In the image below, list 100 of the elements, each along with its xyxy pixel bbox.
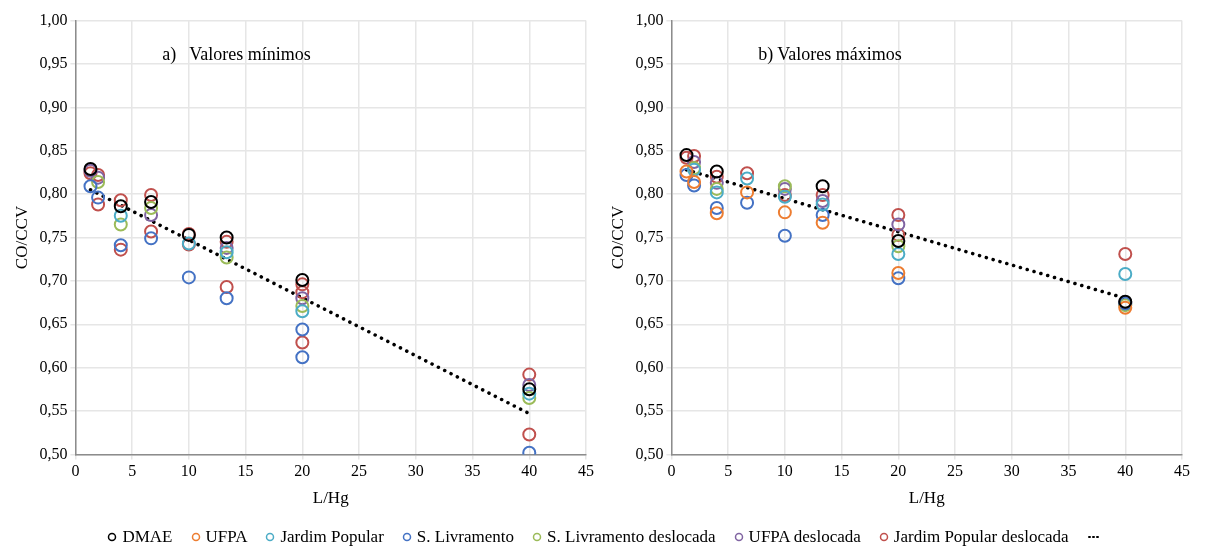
point: [295, 277, 310, 292]
point: [891, 233, 906, 248]
point: [91, 190, 106, 205]
x-tick-label: 15: [833, 462, 850, 480]
y-tick-label: 0,80: [635, 184, 664, 202]
point: [891, 239, 906, 254]
point: [687, 148, 702, 163]
point: [113, 217, 128, 232]
point: [709, 185, 724, 200]
point: [113, 242, 128, 257]
point: [709, 175, 724, 190]
point: [522, 427, 537, 442]
point: [144, 194, 159, 209]
point: [522, 391, 537, 406]
point: [113, 199, 128, 214]
point: [295, 285, 310, 300]
y-tick-label: 0,50: [39, 444, 68, 462]
x-axis-title: L/Hg: [312, 488, 350, 508]
y-tick-label: 0,95: [635, 54, 664, 72]
point: [815, 215, 830, 230]
point: [709, 164, 724, 179]
point: [709, 206, 724, 221]
point: [709, 169, 724, 184]
point: [522, 367, 537, 382]
point: [113, 193, 128, 208]
y-tick-label: 0,70: [39, 271, 68, 289]
legend-label: DMAE: [122, 527, 173, 547]
point: [522, 382, 537, 397]
point: [891, 227, 906, 242]
y-axis-title: CO/CCV: [607, 205, 627, 270]
y-tick-label: 0,60: [39, 357, 68, 375]
point: [891, 266, 906, 281]
point: [144, 187, 159, 202]
point: [295, 335, 310, 350]
y-tick-label: 0,65: [39, 314, 68, 332]
point: [679, 168, 694, 183]
legend-label: UFPA: [205, 527, 248, 547]
legend-label: S. Livramento: [416, 527, 515, 547]
y-tick-label: 0,90: [635, 97, 664, 115]
x-tick-label: 0: [667, 462, 676, 480]
point: [740, 195, 755, 210]
y-tick-label: 0,50: [635, 444, 664, 462]
point: [219, 291, 234, 306]
x-tick-label: 0: [71, 462, 80, 480]
x-tick-label: 25: [947, 462, 964, 480]
point: [777, 205, 792, 220]
point: [295, 299, 310, 314]
point: [144, 201, 159, 215]
point: [219, 279, 234, 294]
point: [144, 231, 159, 246]
x-tick-label: 40: [1117, 462, 1134, 480]
text: b) Valores máximos: [758, 44, 902, 66]
point: [219, 240, 234, 255]
point: [687, 174, 702, 189]
x-tick-label: 30: [407, 462, 424, 480]
legend-label: UFPA deslocada: [748, 527, 861, 547]
x-tick-label: 5: [128, 462, 137, 480]
x-tick-label: 25: [351, 462, 368, 480]
point: [687, 155, 702, 170]
point: [709, 201, 724, 215]
point: [740, 171, 755, 186]
y-tick-label: 0,75: [635, 227, 664, 245]
point: [679, 164, 694, 179]
point: [740, 166, 755, 181]
y-tick-label: 0,90: [39, 97, 68, 115]
point: [295, 304, 310, 319]
point: [181, 270, 196, 285]
x-tick-label: 30: [1003, 462, 1020, 480]
x-tick-label: 40: [521, 462, 538, 480]
x-tick-label: 20: [294, 462, 311, 480]
x-axis-title: L/Hg: [908, 488, 946, 508]
y-tick-label: 0,55: [635, 401, 664, 419]
point: [295, 273, 310, 288]
y-tick-label: 1,00: [39, 10, 68, 28]
point: [219, 234, 234, 249]
legend-label: Jardim Popular: [280, 527, 384, 547]
point: [891, 207, 906, 222]
point: [113, 208, 128, 223]
point: [815, 207, 830, 222]
point: [113, 238, 128, 253]
y-tick-label: 0,85: [635, 140, 664, 158]
point: [777, 228, 792, 243]
point: [295, 322, 310, 337]
y-tick-label: 0,60: [635, 357, 664, 375]
y-tick-label: 0,65: [635, 314, 664, 332]
point: [219, 245, 234, 260]
y-tick-label: 0,95: [39, 54, 68, 72]
x-tick-label: 45: [1174, 462, 1190, 480]
y-tick-label: 1,00: [635, 10, 664, 28]
point: [522, 377, 537, 392]
y-tick-label: 0,80: [39, 184, 68, 202]
legend-label: S. Livramento deslocada: [547, 527, 716, 547]
point: [522, 386, 537, 401]
point: [219, 230, 234, 245]
x-tick-label: 15: [237, 462, 254, 480]
x-tick-label: 5: [724, 462, 733, 480]
point: [83, 179, 98, 194]
x-tick-label: 45: [578, 462, 594, 480]
legend-label: Jardim Popular deslocada: [893, 527, 1069, 547]
point: [740, 185, 755, 200]
